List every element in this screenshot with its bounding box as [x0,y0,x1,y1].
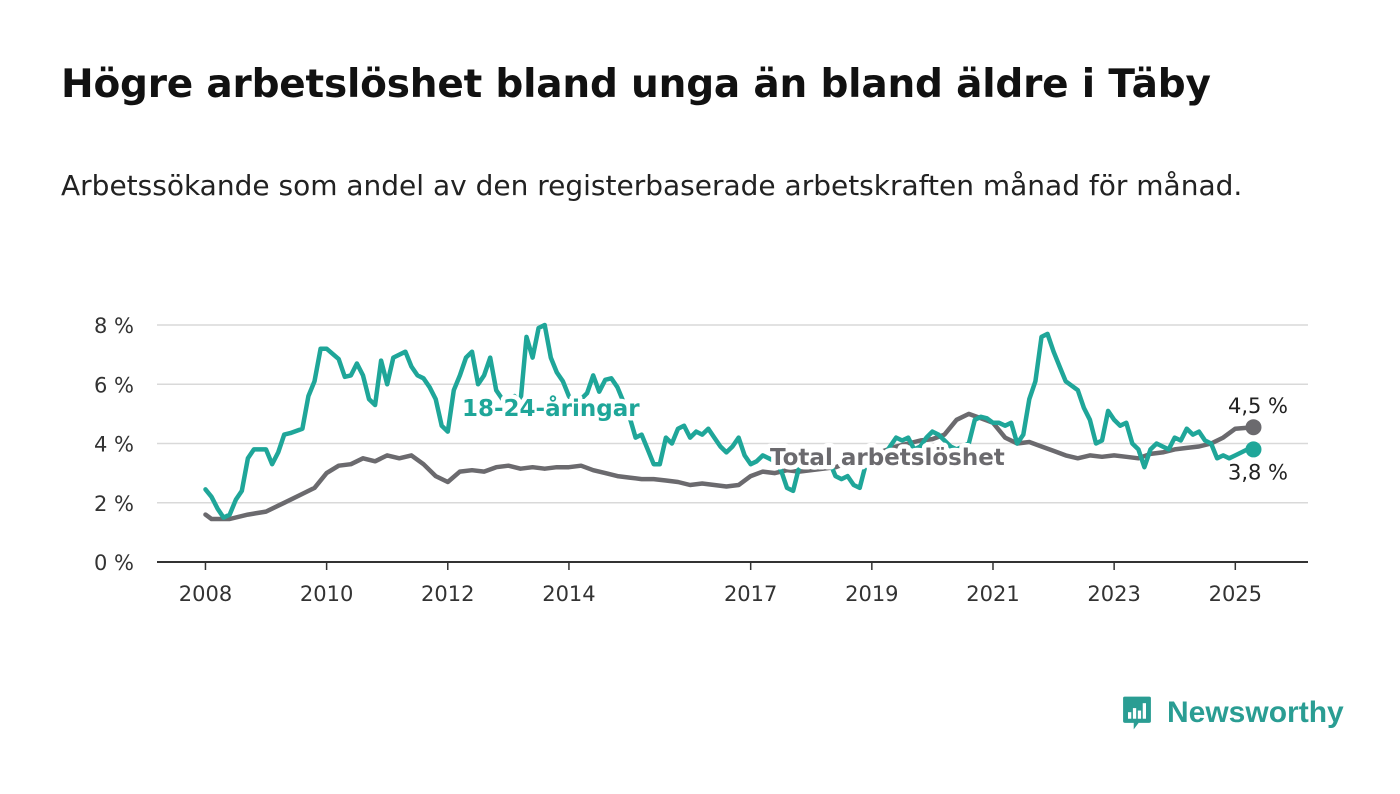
y-tick-label: 2 % [94,492,134,516]
bar-chart-speech-bubble-icon [1123,696,1151,730]
newsworthy-logo: Newsworthy [1119,691,1344,735]
x-tick-label: 2025 [1209,582,1262,606]
brand-name: Newsworthy [1167,696,1344,729]
x-tick-label: 2012 [421,582,474,606]
series-end-marker-youth [1245,441,1262,458]
series-label-youth: 18-24-åringar [462,395,640,422]
series-lines [203,322,1262,522]
series-end-marker-total [1245,419,1262,436]
x-tick-label: 2010 [300,582,353,606]
x-tick-label: 2023 [1087,582,1140,606]
series-line-total [203,411,1256,522]
series-line-youth [203,322,1256,520]
y-tick-label: 0 % [94,551,134,575]
end-label-total: 4,5 % [1228,394,1288,418]
y-tick-label: 6 % [94,373,134,397]
x-tick-label: 2019 [845,582,898,606]
y-tick-label: 8 % [94,314,134,338]
grid-lines [157,324,1308,504]
chart-title: Högre arbetslöshet bland unga än bland ä… [61,62,1211,107]
x-tick-label: 2014 [542,582,595,606]
x-axis: 2008 2010 2012 2014 2017 2019 2021 2023 2025 [157,561,1308,606]
x-tick-label: 2008 [179,582,232,606]
y-axis-ticks: 0 % 2 % 4 % 6 % 8 % [94,314,134,575]
series-label-total: Total arbetslöshet [770,445,1005,471]
end-label-youth: 3,8 % [1228,460,1288,484]
x-tick-label: 2021 [966,582,1019,606]
x-tick-label: 2017 [724,582,777,606]
y-tick-label: 4 % [94,433,134,457]
series-label-youth-halo: 18-24-åringar [462,395,640,422]
series-label-total-halo: Total arbetslöshet [770,445,1005,471]
chart-subtitle: Arbetssökande som andel av den registerb… [61,169,1243,202]
